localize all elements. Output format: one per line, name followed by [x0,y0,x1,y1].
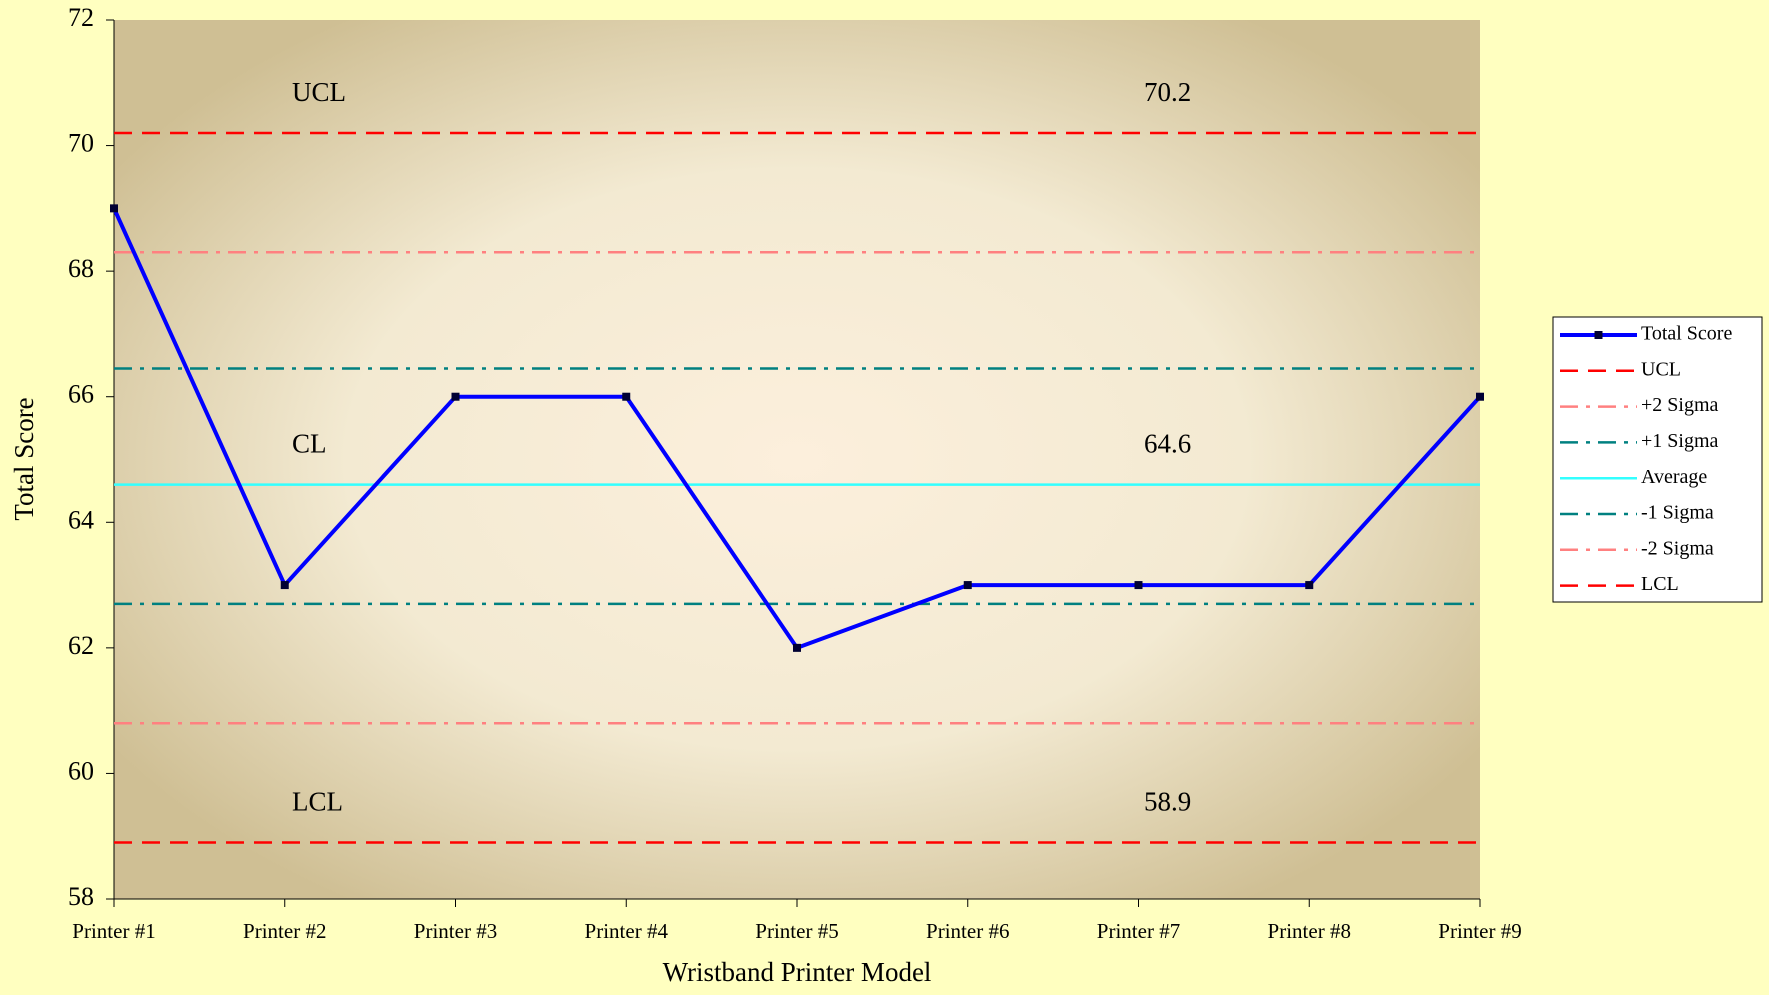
x-tick-label: Printer #7 [1097,919,1180,943]
x-tick-label: Printer #6 [926,919,1009,943]
y-tick-label: 68 [68,254,94,283]
x-tick-label: Printer #9 [1438,919,1521,943]
y-tick-label: 66 [68,380,94,409]
annotation-value: 64.6 [1144,429,1191,459]
annotation-value: 70.2 [1144,77,1191,107]
legend-label: LCL [1641,573,1679,595]
legend-marker [1594,331,1603,339]
y-tick-label: 62 [68,631,94,660]
legend-label: UCL [1641,358,1681,380]
y-tick-label: 58 [68,882,94,911]
x-tick-label: Printer #5 [755,919,838,943]
x-axis-title: Wristband Printer Model [663,957,932,987]
x-tick-label: Printer #3 [414,919,497,943]
y-tick-label: 70 [68,129,94,158]
x-tick-label: Printer #8 [1268,919,1351,943]
legend-label: -1 Sigma [1641,502,1714,524]
x-tick-label: Printer #4 [585,919,669,943]
legend-label: +2 Sigma [1641,394,1719,416]
data-marker [1305,581,1314,590]
legend-label: +1 Sigma [1641,430,1719,452]
legend-label: Total Score [1641,323,1732,345]
data-marker [963,581,972,590]
x-tick-label: Printer #1 [72,919,155,943]
legend-box [1552,316,1763,603]
data-marker [1134,581,1143,590]
x-tick-label: Printer #2 [243,919,326,943]
legend-label: Average [1641,466,1707,488]
data-marker [451,392,460,401]
y-tick-label: 60 [68,756,94,785]
annotation-label: LCL [292,786,343,816]
plot-area [114,20,1480,899]
y-axis-title: Total Score [9,397,39,520]
y-tick-label: 64 [68,505,94,534]
data-marker [1476,392,1484,401]
y-tick-label: 72 [68,3,94,32]
annotation-value: 58.9 [1144,786,1191,816]
data-marker [110,204,118,213]
legend-label: -2 Sigma [1641,537,1714,559]
annotation-label: UCL [292,77,346,107]
data-marker [280,581,289,590]
data-marker [793,643,801,652]
data-marker [622,392,631,401]
annotation-label: CL [292,429,327,459]
